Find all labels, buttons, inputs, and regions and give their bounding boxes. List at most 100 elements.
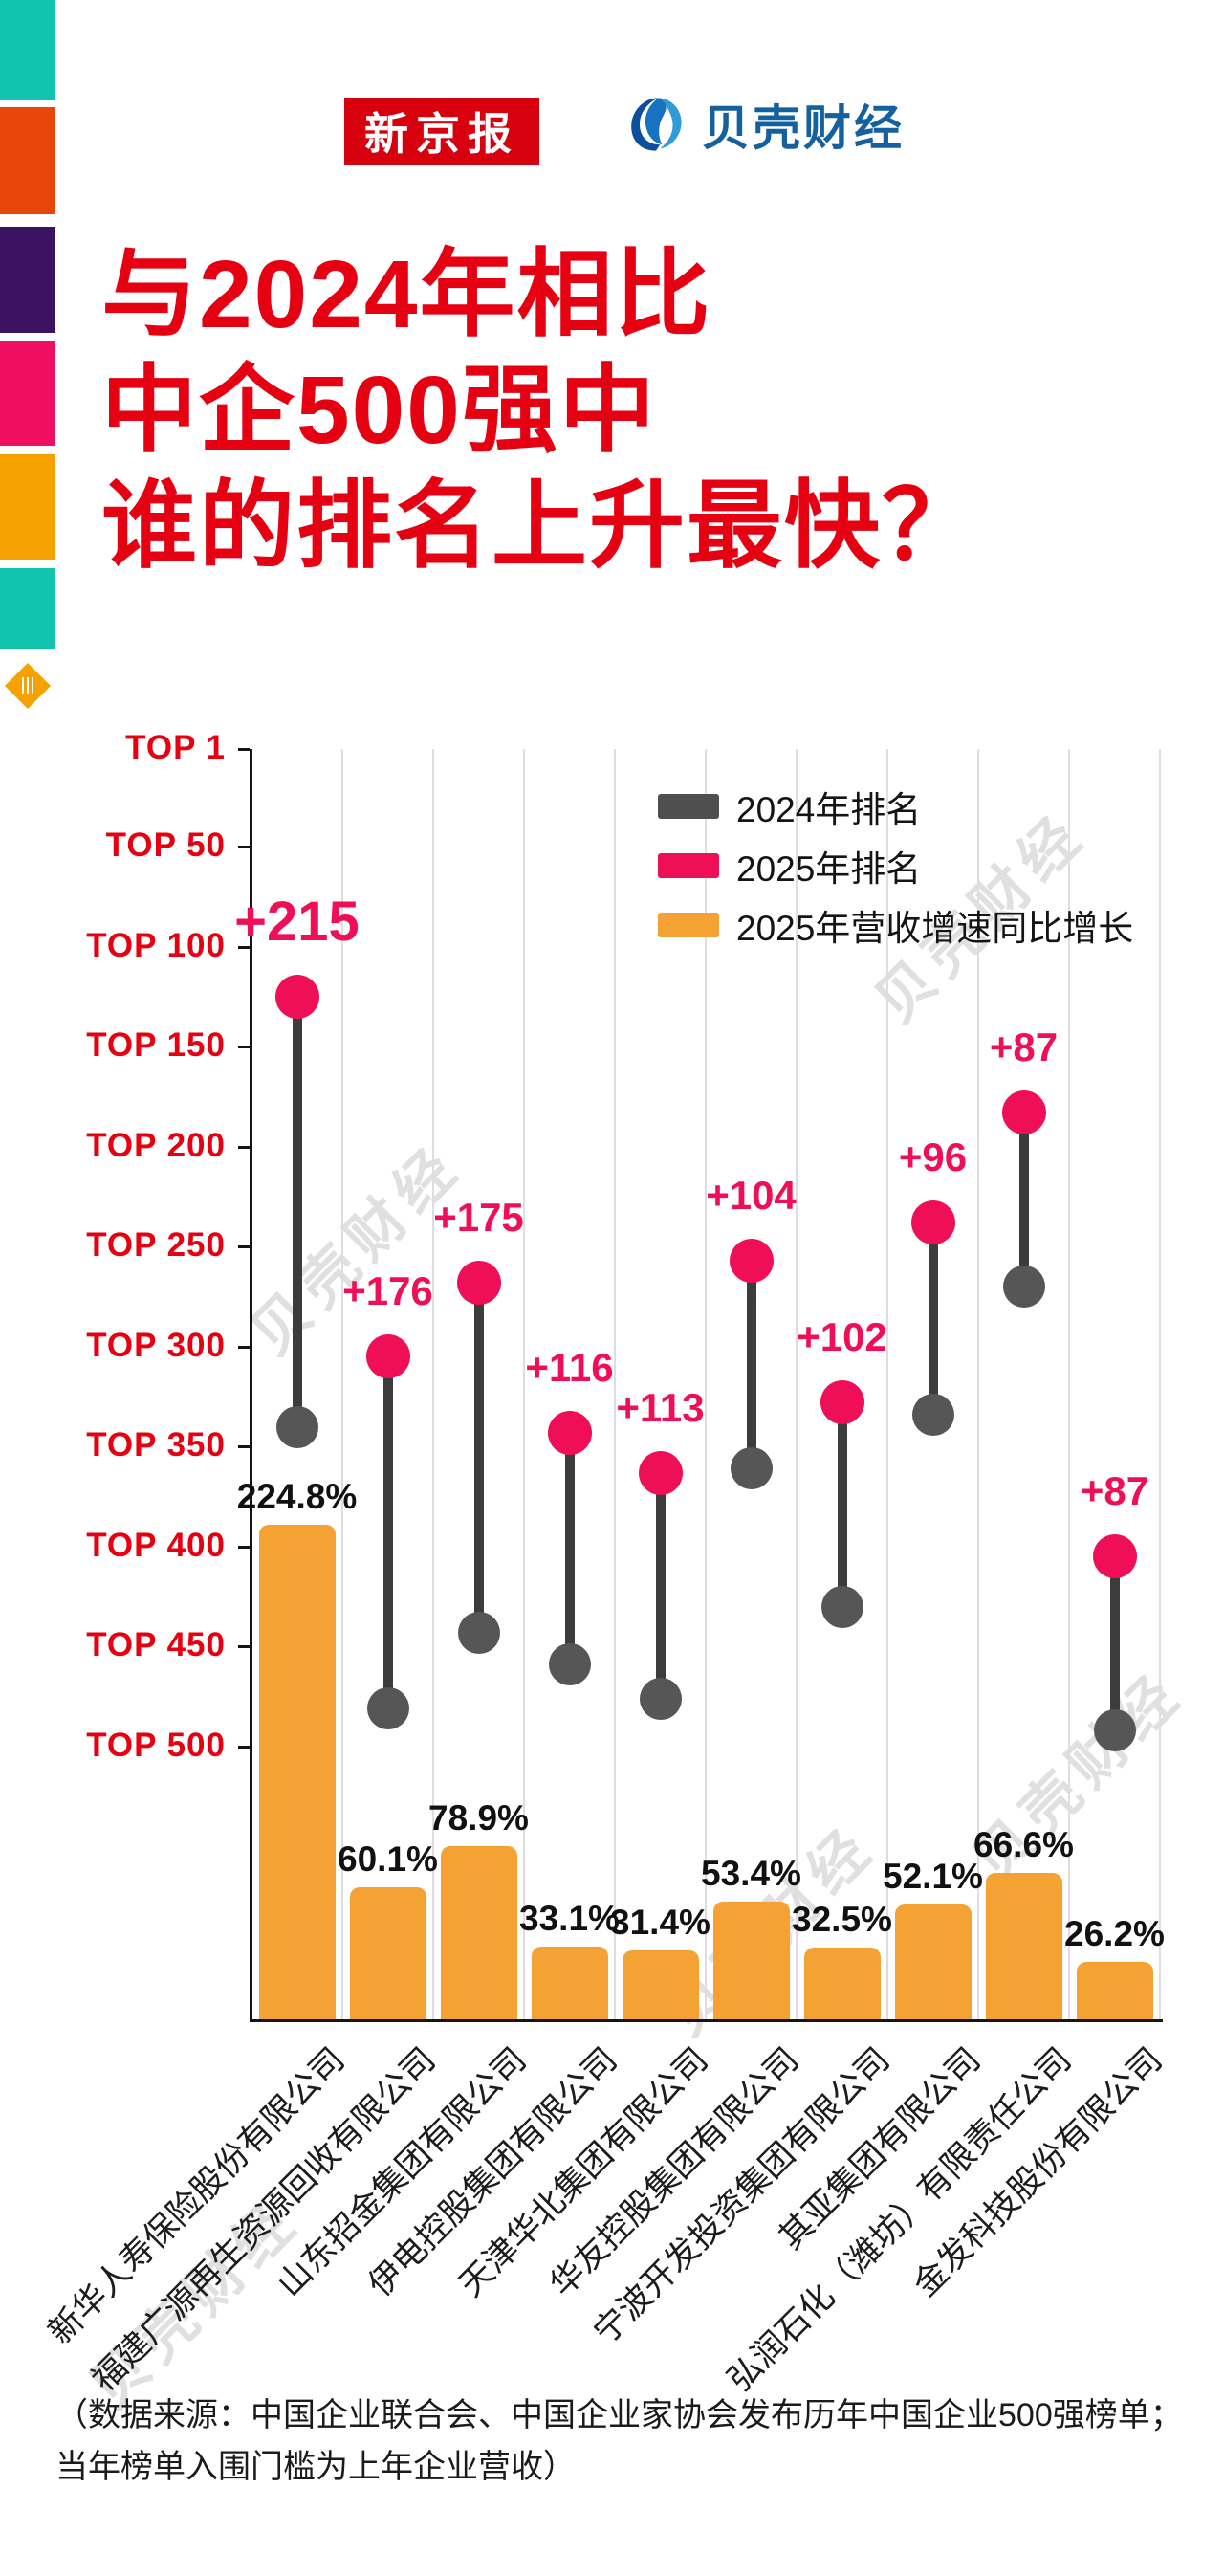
side-stripe [0,0,55,100]
rank-change-label: +96 [898,1134,968,1180]
rank-2025-dot [456,1261,501,1306]
diamond-glyph-icon [19,677,36,694]
y-axis-tick-label: TOP 500 [86,1727,226,1764]
legend-swatch [658,853,719,878]
growth-label: 31.4% [610,1903,710,1942]
y-axis-tick-mark [238,846,250,849]
column-gridline [1159,749,1161,2019]
y-axis-tick-mark [238,1345,250,1349]
rank-change-label: +113 [616,1384,705,1430]
growth-bar [440,1846,517,2019]
x-axis-line [250,2019,1163,2022]
rank-change-label: +87 [989,1024,1059,1070]
rank-2025-dot [1092,1534,1137,1579]
title-line-2: 中企500强中 [101,357,657,464]
y-axis-tick-label: TOP 450 [86,1626,226,1664]
y-axis-tick-mark [238,1046,250,1049]
y-axis-tick-label: TOP 350 [86,1426,226,1464]
y-axis-tick-mark [238,1445,250,1449]
y-axis-tick-label: TOP 400 [86,1526,226,1564]
y-axis-tick-mark [238,1545,250,1549]
rank-2024-dot [548,1643,591,1686]
data-source-note: （数据来源：中国企业联合会、中国企业家协会发布历年中国企业500强榜单； 当年榜… [55,2389,1183,2494]
column-gridline [341,749,343,2019]
rank-change-label: +175 [433,1195,524,1241]
rank-2024-dot [730,1447,773,1490]
rank-2024-dot [275,1405,318,1448]
rank-change-label: +104 [706,1173,797,1219]
beike-finance-logo: 贝壳财经 [623,90,905,159]
page-title: 与2024年相比 中企500强中 谁的排名上升最快？ [101,237,979,584]
growth-bar [803,1948,881,2019]
rank-2024-dot [457,1611,500,1654]
growth-bar [531,1947,608,2019]
y-axis-tick-label: TOP 250 [86,1226,226,1265]
growth-label: 53.4% [701,1854,801,1893]
y-axis-tick-label: TOP 1 [125,729,226,766]
title-line-1: 与2024年相比 [101,241,712,348]
legend-label: 2025年营收增速同比增长 [736,909,1134,948]
rank-2025-dot [638,1450,683,1495]
y-axis-tick-mark [238,1746,250,1749]
growth-bar [622,1950,699,2019]
legend-item: 2024年排名 [658,777,1133,836]
y-axis-tick-label: TOP 200 [86,1126,226,1164]
y-axis-tick-mark [238,748,250,751]
y-axis-tick-mark [238,1645,250,1649]
growth-label: 224.8% [236,1477,358,1516]
dumbbell-line [1018,1112,1029,1288]
y-axis-tick-label: TOP 100 [86,926,226,964]
rank-2024-dot [1093,1709,1136,1752]
rank-change-label: +215 [234,891,360,954]
y-axis-tick-label: TOP 300 [86,1326,226,1364]
footer-line-2: 当年榜单入围门槛为上年企业营收） [55,2449,576,2486]
legend-label: 2024年排名 [736,790,922,829]
side-stripe [0,227,55,333]
y-axis-tick-label: TOP 50 [105,826,226,865]
column-gridline [796,749,798,2019]
y-axis-tick-mark [238,945,250,949]
beike-logo-text: 贝壳财经 [702,101,905,155]
growth-label: 66.6% [973,1825,1074,1864]
y-axis-tick-label: TOP 150 [86,1026,226,1065]
growth-label: 52.1% [883,1857,983,1896]
growth-label: 33.1% [519,1899,620,1938]
y-axis-tick-mark [238,1245,250,1249]
shell-logo-icon [623,92,688,157]
rank-2024-dot [911,1394,954,1437]
company-name-label: 福建广源再生资源回收有限公司 [85,2040,444,2399]
rank-2024-dot [639,1677,682,1720]
side-stripe-column [0,0,55,765]
side-stripe [0,107,55,214]
legend-swatch [658,794,719,819]
rank-change-label: +87 [1080,1468,1149,1514]
rank-2025-dot [910,1200,955,1245]
title-line-3: 谁的排名上升最快？ [101,473,979,580]
rank-2025-dot [274,975,319,1020]
dumbbell-line [746,1261,756,1469]
dumbbell-line [292,997,302,1427]
column-gridline [705,749,707,2019]
side-stripe [0,454,55,560]
growth-label: 78.9% [428,1798,529,1838]
chart-legend: 2024年排名 2025年排名 2025年营收增速同比增长 [658,777,1133,955]
rank-change-label: +102 [797,1314,887,1360]
dumbbell-line [837,1402,847,1607]
dumbbell-line [655,1472,666,1699]
column-gridline [432,749,434,2019]
rank-2025-dot [547,1410,592,1455]
side-stripe [0,568,55,649]
growth-bar [1076,1962,1153,2019]
legend-swatch [658,913,719,937]
y-axis-tick-mark [238,1145,250,1149]
rank-change-label: +116 [525,1344,614,1390]
growth-bar [258,1525,336,2019]
dumbbell-line [473,1283,484,1633]
rank-2025-dot [365,1334,410,1379]
legend-item: 2025年营收增速同比增长 [658,895,1133,955]
dumbbell-line [928,1222,938,1416]
growth-label: 60.1% [338,1839,438,1879]
column-gridline [977,749,979,2019]
column-gridline [614,749,616,2019]
